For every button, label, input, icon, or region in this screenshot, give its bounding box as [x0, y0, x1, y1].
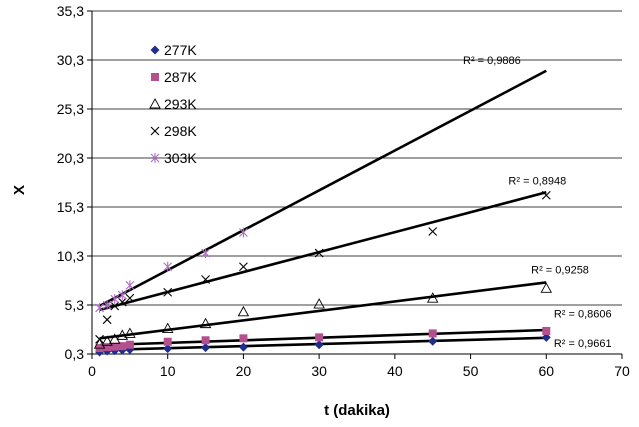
point-277K [201, 343, 211, 353]
point-293K [101, 335, 113, 346]
r2-label-287K: R² = 0,8606 [554, 309, 612, 321]
point-287K [110, 342, 119, 351]
legend: 277K 287K 293K 298K 303K [149, 42, 197, 166]
x-tick-label: 10 [160, 363, 176, 379]
point-293K [199, 317, 212, 329]
point-287K [201, 336, 210, 345]
tick-labels: 0,3 5,3 10,3 15,3 20,3 25,3 30,3 35,3 0 10 20 30 40 5… [57, 3, 630, 379]
point-298K [201, 275, 210, 284]
point-293K [237, 305, 250, 317]
x-axis-title: t (dakika) [324, 402, 390, 419]
data-points [93, 190, 553, 357]
point-293K [313, 298, 325, 309]
x-tick-label: 30 [311, 363, 327, 379]
legend-label-293K: 293K [164, 96, 197, 112]
point-293K [426, 292, 439, 303]
y-tick-label: 25,3 [57, 101, 84, 117]
x-tick-label: 70 [614, 363, 630, 379]
x-tick-label: 0 [88, 363, 96, 379]
y-tick-label: 0,3 [65, 346, 85, 362]
point-287K [125, 340, 134, 349]
point-287K [542, 326, 551, 335]
point-293K [124, 327, 136, 338]
y-tick-label: 10,3 [57, 248, 84, 264]
legend-label-303K: 303K [164, 150, 197, 166]
point-287K [103, 343, 112, 352]
y-tick-label: 15,3 [57, 199, 84, 215]
legend-label-298K: 298K [164, 123, 197, 139]
point-303K [110, 294, 120, 305]
trendline-277K [99, 336, 547, 352]
point-298K [95, 334, 104, 344]
x-tick-label: 20 [236, 363, 252, 379]
point-293K [540, 282, 553, 293]
point-287K [315, 333, 324, 342]
legend-marker-277K [150, 45, 160, 55]
point-287K [118, 342, 127, 351]
point-298K [428, 227, 438, 236]
x-tick-label: 50 [463, 363, 479, 379]
point-298K [117, 297, 127, 307]
x-tick-label: 40 [387, 363, 403, 379]
point-303K [102, 300, 112, 310]
point-303K [117, 290, 127, 301]
legend-label-287K: 287K [164, 69, 197, 85]
point-287K [163, 337, 172, 346]
r2-label-303K: R² = 0,9886 [463, 55, 521, 67]
point-287K [239, 334, 248, 343]
point-277K [238, 342, 248, 352]
r2-label-277K: R² = 0,9661 [554, 338, 612, 350]
point-298K [125, 293, 135, 303]
r2-label-293K: R² = 0,9258 [531, 265, 589, 277]
point-303K [95, 302, 104, 313]
y-tick-label: 20,3 [57, 150, 84, 166]
trendline-298K [99, 191, 547, 312]
legend-marker-298K [150, 126, 160, 136]
axes [87, 10, 623, 359]
y-axis-title: X [11, 185, 28, 195]
point-277K [163, 344, 173, 354]
point-303K [239, 227, 248, 238]
trendline-293K [99, 281, 547, 340]
point-293K [93, 338, 106, 349]
point-287K [428, 329, 437, 338]
point-303K [125, 280, 135, 291]
point-298K [163, 287, 173, 297]
point-298K [239, 262, 248, 272]
y-tick-label: 5,3 [65, 297, 85, 313]
point-303K [163, 261, 173, 272]
point-303K [201, 248, 210, 259]
y-tick-label: 30,3 [57, 52, 84, 68]
point-298K [314, 248, 324, 258]
point-293K [161, 322, 174, 333]
y-tick-label: 35,3 [57, 3, 84, 19]
trend-lines [98, 69, 547, 352]
point-277K [314, 340, 324, 350]
point-298K [541, 190, 551, 200]
point-298K [102, 315, 112, 325]
legend-marker-293K [149, 98, 161, 109]
point-293K [116, 329, 129, 340]
point-277K [541, 332, 551, 342]
trendline-303K [98, 69, 547, 308]
legend-marker-303K [150, 153, 160, 163]
point-298K [110, 301, 120, 311]
legend-label-277K: 277K [164, 42, 197, 58]
r2-label-298K: R² = 0,8948 [508, 175, 566, 187]
x-tick-label: 60 [538, 363, 554, 379]
r2-labels: R² = 0,9661 R² = 0,8606 R² = 0,9258 R² = 0,… [463, 55, 612, 350]
gridlines [92, 10, 622, 306]
point-277K [428, 336, 438, 346]
legend-marker-287K [151, 73, 159, 81]
